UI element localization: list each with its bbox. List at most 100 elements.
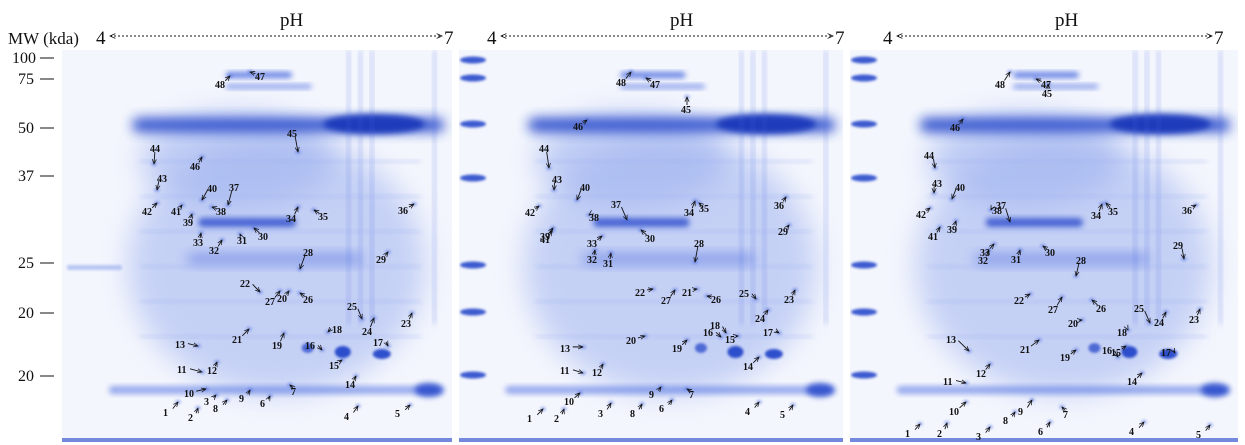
ph-header-1: 4 pH 7: [96, 10, 454, 49]
spot-label: 20: [626, 336, 636, 347]
spot-arrow: [1025, 294, 1030, 297]
spot-label: 10: [564, 397, 574, 408]
spot-label: 25: [347, 302, 357, 313]
spot-arrow: [1182, 248, 1184, 259]
spot-label: 48: [616, 78, 626, 89]
spot-arrow: [1099, 204, 1102, 212]
spot-arrow: [254, 228, 260, 234]
spot-arrow: [200, 233, 201, 238]
spot-arrow: [783, 197, 786, 201]
spot-arrow: [607, 403, 611, 410]
spot-arrow: [547, 151, 549, 168]
spot-arrow: [242, 329, 249, 337]
spot-label: 47: [650, 80, 660, 91]
spot-label: 19: [272, 341, 282, 352]
gel-stain: [459, 50, 843, 442]
spot-arrow: [752, 293, 756, 299]
spot-arrow: [223, 400, 227, 405]
spot-label: 11: [177, 365, 186, 376]
mw-tick-37: 37: [18, 168, 34, 185]
spot-arrow: [641, 230, 647, 236]
spot-label: 41: [540, 235, 550, 246]
spot-label: 20: [277, 294, 287, 305]
spot-label: 4: [344, 412, 349, 423]
mw-tick-25: 25: [18, 255, 34, 272]
spot-label: 28: [303, 248, 313, 259]
spot-label: 11: [560, 366, 569, 377]
spot-arrow: [776, 331, 779, 333]
spot-arrow: [601, 364, 603, 368]
spot-label: 22: [1014, 296, 1024, 307]
spot-arrow: [1092, 300, 1098, 306]
spot-arrow: [1012, 412, 1015, 416]
ph-title: pH: [280, 10, 304, 31]
spot-label: 43: [932, 179, 942, 190]
spot-arrow: [218, 240, 222, 247]
spot-label: 46: [190, 162, 200, 173]
spot-label: 30: [258, 232, 268, 243]
spot-arrow: [274, 291, 280, 298]
spot-arrow: [1004, 72, 1010, 81]
spot-label: 32: [209, 246, 219, 257]
mw-tick-100: 100: [12, 50, 36, 67]
spot-arrow: [214, 395, 216, 398]
spot-arrow: [699, 203, 701, 205]
spot-arrow: [1043, 246, 1047, 249]
spot-label: 47: [255, 72, 265, 83]
spot-arrow: [199, 157, 202, 163]
spot-arrow: [409, 204, 414, 207]
spot-label: 45: [287, 129, 297, 140]
spot-arrow: [1076, 263, 1079, 276]
spot-arrow: [1197, 309, 1200, 316]
spot-label: 21: [1020, 345, 1030, 356]
spot-label: 44: [539, 144, 549, 155]
spot-label: 26: [1096, 304, 1106, 315]
spot-label: 22: [240, 279, 250, 290]
spot-arrow: [314, 210, 319, 213]
spot-arrow: [958, 340, 969, 351]
spot-label: 5: [395, 409, 400, 420]
spot-arrow: [574, 393, 580, 399]
spot-arrow: [300, 255, 306, 269]
spot-arrow: [583, 120, 587, 123]
spot-arrow: [681, 340, 687, 346]
mw-tick-20: 20: [18, 305, 34, 322]
spot-arrow: [594, 250, 595, 255]
spot-label: 16: [305, 341, 315, 352]
spot-label: 9: [1018, 407, 1023, 418]
spot-arrow: [959, 402, 966, 409]
spot-label: 45: [1042, 89, 1052, 100]
spot-label: 32: [978, 256, 988, 267]
spot-arrow: [1036, 78, 1042, 81]
spot-label: 36: [398, 206, 408, 217]
spot-label: 43: [157, 174, 167, 185]
spot-label: 23: [401, 319, 411, 330]
spot-arrow: [286, 291, 289, 294]
spot-label: 21: [232, 335, 242, 346]
spot-label: 7: [689, 390, 694, 401]
ph-right-label: 7: [835, 28, 845, 49]
spot-label: 14: [743, 362, 753, 373]
spot-arrow: [295, 207, 299, 215]
spot-label: 29: [778, 227, 788, 238]
spot-label: 1: [527, 414, 532, 425]
spot-label: 16: [1102, 346, 1112, 357]
spot-label: 9: [649, 390, 654, 401]
spot-arrow: [621, 206, 627, 220]
spot-arrow: [318, 345, 322, 350]
spot-arrow: [960, 119, 963, 124]
spot-label: 20: [1068, 319, 1078, 330]
spot-label: 14: [345, 380, 355, 391]
spot-label: 24: [1154, 318, 1164, 329]
spot-arrow: [385, 252, 388, 255]
ph-right-label: 7: [444, 28, 454, 49]
spot-label: 6: [659, 404, 664, 415]
spot-arrow: [1019, 250, 1020, 255]
spot-label: 18: [332, 325, 342, 336]
spot-arrow: [290, 385, 293, 388]
spot-arrow: [937, 227, 940, 233]
spot-label: 17: [1161, 348, 1171, 359]
